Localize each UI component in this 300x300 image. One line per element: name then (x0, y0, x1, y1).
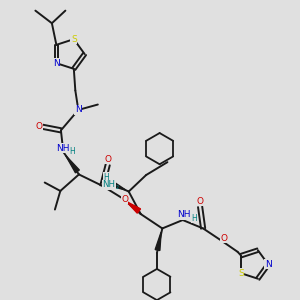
Polygon shape (112, 182, 126, 190)
Polygon shape (126, 201, 141, 213)
Text: ₂: ₂ (115, 182, 118, 191)
Text: O: O (121, 194, 128, 203)
Text: NH: NH (56, 144, 70, 153)
Text: S: S (71, 35, 77, 44)
Text: O: O (104, 155, 111, 164)
Text: N: N (75, 105, 82, 114)
Text: H: H (69, 147, 75, 156)
Text: S: S (238, 269, 244, 278)
Text: O: O (35, 122, 42, 131)
Text: NH: NH (102, 180, 115, 189)
Text: NH: NH (178, 210, 191, 219)
Text: N: N (53, 59, 60, 68)
Text: H: H (191, 214, 197, 223)
Text: N: N (265, 260, 272, 269)
Text: O: O (220, 233, 227, 242)
Polygon shape (155, 232, 161, 250)
Text: H: H (103, 172, 109, 182)
Text: O: O (196, 197, 204, 206)
Polygon shape (66, 155, 80, 173)
